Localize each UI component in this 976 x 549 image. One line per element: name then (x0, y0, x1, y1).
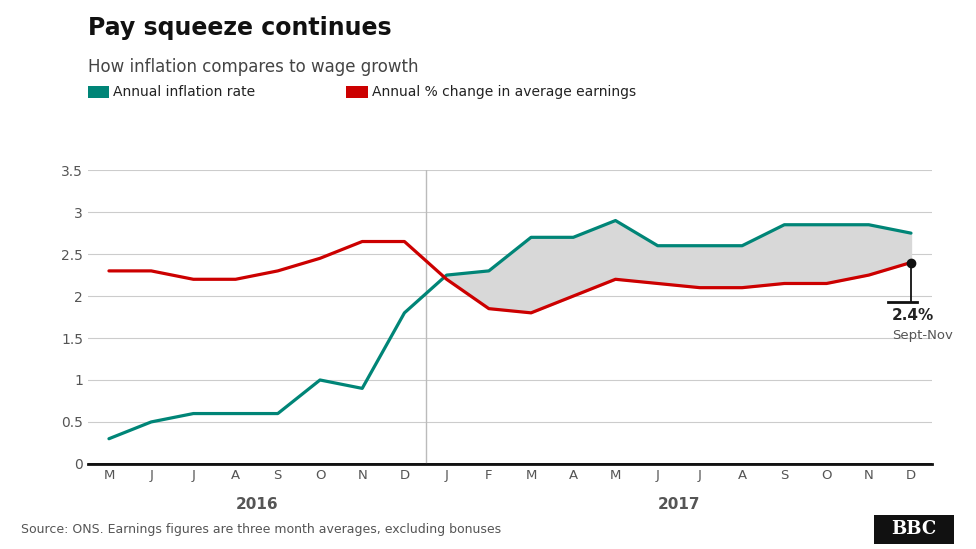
Text: Source: ONS. Earnings figures are three month averages, excluding bonuses: Source: ONS. Earnings figures are three … (21, 523, 502, 536)
Text: Annual inflation rate: Annual inflation rate (113, 85, 256, 99)
Text: Annual % change in average earnings: Annual % change in average earnings (372, 85, 636, 99)
Text: 2017: 2017 (658, 497, 700, 512)
Text: BBC: BBC (891, 520, 936, 538)
Text: Sept-Nov: Sept-Nov (892, 329, 953, 342)
Text: How inflation compares to wage growth: How inflation compares to wage growth (88, 58, 419, 76)
Text: 2016: 2016 (235, 497, 278, 512)
Text: 2.4%: 2.4% (892, 308, 934, 323)
Text: Pay squeeze continues: Pay squeeze continues (88, 16, 391, 41)
